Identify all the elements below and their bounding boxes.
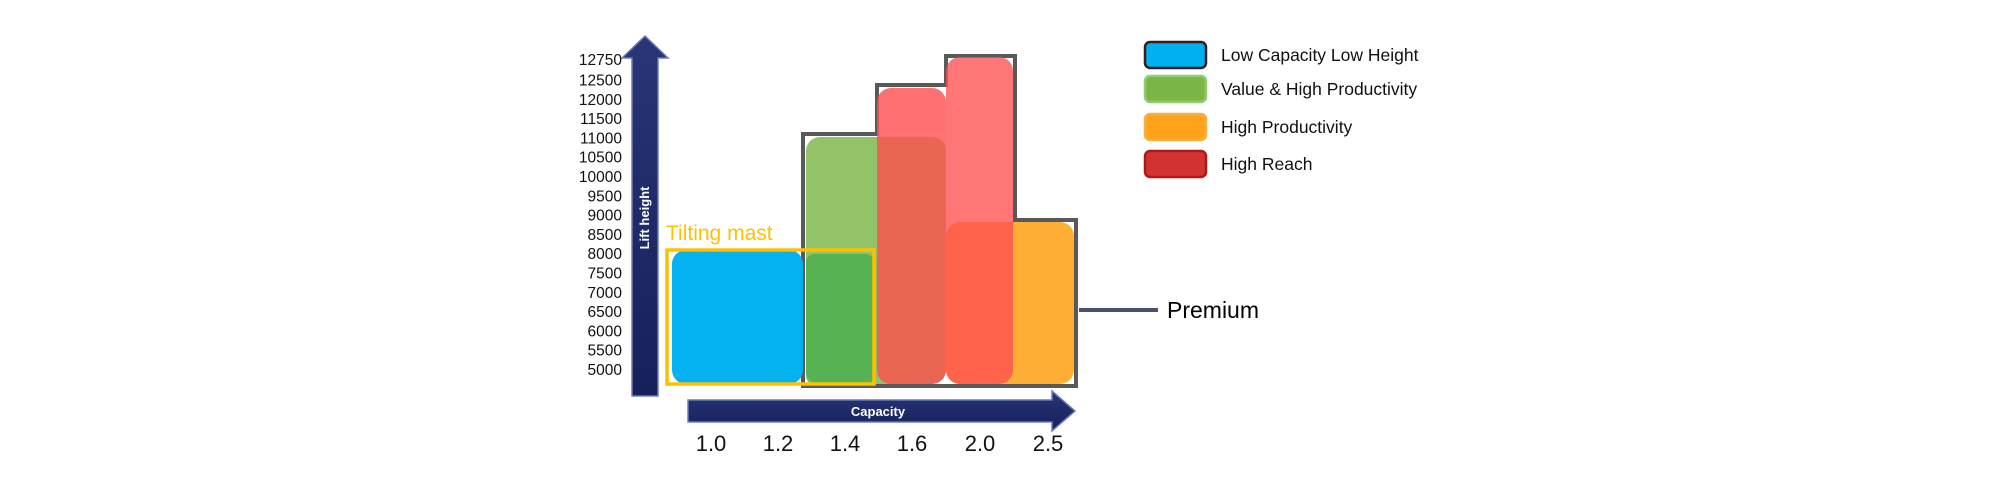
y-tick-label: 11500	[580, 111, 622, 128]
y-tick-label: 12500	[579, 73, 622, 90]
x-tick-label: 1.2	[763, 431, 794, 456]
premium-label: Premium	[1167, 297, 1259, 323]
y-axis-arrow: Lift height	[620, 34, 670, 397]
y-tick-label: 9000	[588, 208, 623, 225]
x-tick-label: 2.0	[965, 431, 996, 456]
x-tick-label: 1.4	[830, 431, 861, 456]
legend-swatch	[1143, 112, 1208, 142]
legend-label: High Reach	[1221, 154, 1312, 174]
legend: Low Capacity Low Height Value & High Prod…	[1143, 40, 1419, 179]
y-tick-label: 10500	[579, 150, 622, 167]
bar-low-capacity-low-height	[672, 250, 803, 384]
range-outline	[801, 54, 1078, 388]
y-tick-label: 9500	[588, 188, 623, 205]
bar-high-reach	[877, 88, 946, 384]
x-tick-label: 1.0	[696, 431, 727, 456]
y-ticks: 5000 5500 6000 6500 7000 7500 8000 8500 9000 9500…	[579, 52, 622, 379]
legend-swatch	[1143, 74, 1208, 104]
y-axis-label: Lift height	[637, 186, 652, 249]
y-tick-label: 5000	[588, 362, 623, 379]
x-tick-label: 1.6	[897, 431, 928, 456]
tilting-mast-box	[665, 248, 876, 386]
x-tick-label: 2.5	[1033, 431, 1064, 456]
bar-high-reach	[946, 57, 1013, 384]
legend-label: Low Capacity Low Height	[1221, 45, 1419, 65]
bar-overlap-1-4	[806, 254, 874, 384]
y-tick-label: 7000	[588, 285, 623, 302]
y-tick-label: 8500	[588, 227, 623, 244]
y-tick-label: 12750	[579, 52, 622, 69]
legend-swatch	[1143, 149, 1208, 179]
legend-swatch	[1143, 40, 1208, 70]
tilting-mast-label: Tilting mast	[666, 222, 773, 245]
legend-label: Value & High Productivity	[1221, 79, 1417, 99]
y-tick-label: 6000	[588, 323, 623, 340]
x-axis-label: Capacity	[851, 404, 906, 419]
y-tick-label: 5500	[588, 343, 623, 360]
y-tick-label: 7500	[588, 266, 623, 283]
y-tick-label: 8000	[588, 246, 623, 263]
x-ticks: 1.0 1.2 1.4 1.6 2.0 2.5	[696, 431, 1064, 456]
y-tick-label: 11000	[580, 130, 622, 147]
y-tick-label: 12000	[579, 92, 622, 109]
y-tick-label: 6500	[588, 304, 623, 321]
x-axis-arrow: Capacity	[687, 389, 1077, 433]
y-tick-label: 10000	[579, 169, 622, 186]
legend-label: High Productivity	[1221, 117, 1353, 137]
